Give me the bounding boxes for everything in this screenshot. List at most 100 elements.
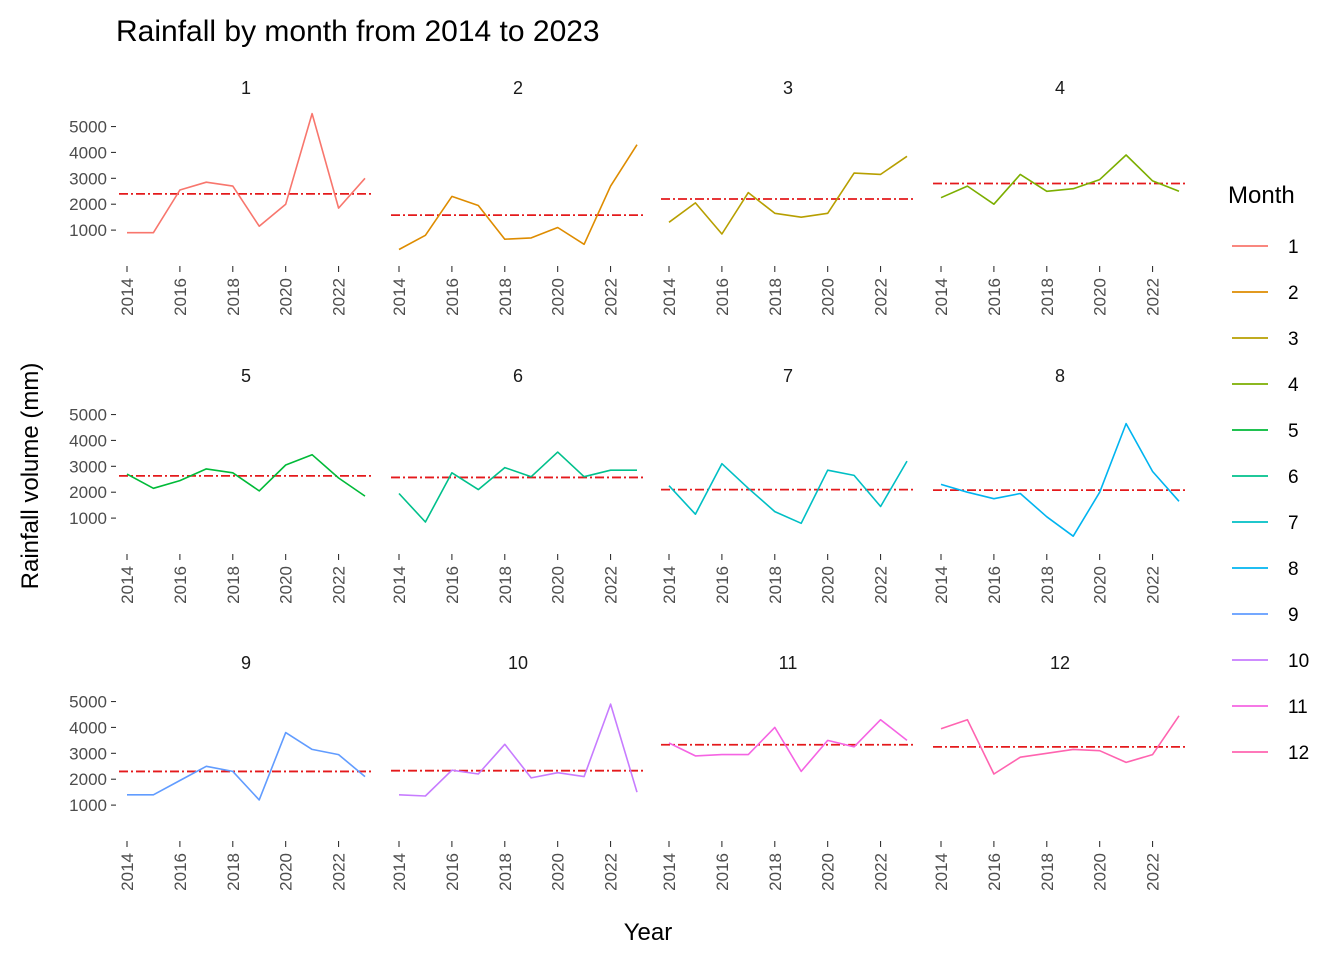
- x-tick-label: 2018: [224, 853, 243, 891]
- panel-month-2: 2 2014 2016 2018 2020 2022: [390, 78, 643, 316]
- legend-title: Month: [1228, 182, 1295, 209]
- legend-item-month-9: 9: [1232, 605, 1299, 626]
- x-tick-label: 2016: [985, 566, 1004, 604]
- legend-label: 6: [1288, 467, 1299, 488]
- strip-label: 6: [513, 366, 523, 386]
- x-tick-label: 2018: [224, 566, 243, 604]
- y-tick-label: 5000: [69, 693, 107, 712]
- x-tick-label: 2014: [660, 853, 679, 891]
- legend-label: 3: [1288, 329, 1299, 350]
- strip-label: 12: [1050, 653, 1070, 673]
- x-tick-label: 2022: [872, 278, 891, 316]
- legend-label: 11: [1288, 697, 1308, 718]
- y-tick-label: 3000: [69, 457, 107, 476]
- x-tick-label: 2020: [1091, 278, 1110, 316]
- x-tick-label: 2016: [171, 278, 190, 316]
- series-line-month-5: [126, 453, 366, 497]
- x-tick-label: 2020: [819, 278, 838, 316]
- legend-label: 2: [1288, 283, 1299, 304]
- x-tick-label: 2014: [932, 566, 951, 604]
- strip-label: 5: [241, 366, 251, 386]
- x-tick-label: 2022: [872, 853, 891, 891]
- x-tick-label: 2020: [1091, 853, 1110, 891]
- legend-item-month-10: 10: [1232, 651, 1309, 672]
- y-tick-label: 4000: [69, 143, 107, 162]
- x-tick-label: 2020: [819, 853, 838, 891]
- x-tick-label: 2018: [766, 853, 785, 891]
- strip-label: 11: [779, 653, 798, 673]
- panel-month-6: 6 2014 2016 2018 2020 2022: [390, 366, 643, 604]
- x-tick-label: 2020: [277, 278, 296, 316]
- x-tick-label: 2016: [171, 853, 190, 891]
- x-tick-label: 2018: [224, 278, 243, 316]
- panel-month-8: 8 2014 2016 2018 2020 2022: [932, 366, 1185, 604]
- x-tick-label: 2022: [602, 853, 621, 891]
- x-tick-label: 2014: [390, 278, 409, 316]
- legend-item-month-12: 12: [1232, 743, 1309, 764]
- x-tick-label: 2022: [1144, 278, 1163, 316]
- strip-label: 1: [241, 78, 251, 98]
- strip-label: 10: [508, 653, 528, 673]
- x-tick-label: 2018: [766, 278, 785, 316]
- panel-month-12: 12 2014 2016 2018 2020 2022: [932, 653, 1185, 891]
- x-tick-label: 2014: [390, 853, 409, 891]
- legend-label: 4: [1288, 375, 1299, 396]
- x-tick-label: 2020: [549, 278, 568, 316]
- x-tick-label: 2022: [602, 278, 621, 316]
- y-tick-label: 4000: [69, 431, 107, 450]
- x-tick-label: 2018: [496, 853, 515, 891]
- y-tick-label: 3000: [69, 744, 107, 763]
- y-tick-label: 3000: [69, 169, 107, 188]
- facet-panels: 1 1000 2000 3000 4000 5000 2014 2016 2018 2020 202…: [69, 78, 1185, 891]
- strip-label: 2: [513, 78, 523, 98]
- x-tick-label: 2014: [660, 566, 679, 604]
- y-tick-label: 5000: [69, 118, 107, 137]
- series-line-month-8: [940, 422, 1180, 538]
- series-line-month-1: [127, 112, 366, 234]
- panel-month-5: 5 1000 2000 3000 4000 5000 2014 2016 2018 2020 202…: [69, 366, 371, 604]
- series-line-month-2: [398, 144, 638, 251]
- chart-title: Rainfall by month from 2014 to 2023: [116, 15, 600, 48]
- x-tick-label: 2014: [118, 278, 137, 316]
- legend-item-month-3: 3: [1232, 329, 1299, 350]
- y-tick-label: 4000: [69, 718, 107, 737]
- x-tick-label: 2016: [713, 853, 732, 891]
- y-tick-label: 2000: [69, 770, 107, 789]
- legend-label: 1: [1288, 237, 1299, 258]
- x-tick-label: 2022: [1144, 566, 1163, 604]
- x-tick-label: 2020: [277, 566, 296, 604]
- x-tick-label: 2014: [932, 853, 951, 891]
- y-tick-label: 1000: [69, 796, 107, 815]
- x-tick-label: 2020: [549, 853, 568, 891]
- panel-month-3: 3 2014 2016 2018 2020 2022: [660, 78, 913, 316]
- panel-month-4: 4 2014 2016 2018 2020 2022: [932, 78, 1185, 316]
- legend-label: 10: [1288, 651, 1309, 672]
- x-tick-label: 2020: [1091, 566, 1110, 604]
- x-tick-label: 2018: [496, 278, 515, 316]
- legend-item-month-1: 1: [1232, 237, 1299, 258]
- series-line-month-3: [668, 155, 908, 235]
- x-tick-label: 2014: [390, 566, 409, 604]
- strip-label: 8: [1055, 366, 1065, 386]
- x-tick-label: 2018: [1038, 566, 1057, 604]
- x-tick-label: 2016: [985, 278, 1004, 316]
- legend-item-month-8: 8: [1232, 559, 1299, 580]
- legend-item-month-5: 5: [1232, 421, 1299, 442]
- x-tick-label: 2022: [602, 566, 621, 604]
- series-line-month-4: [940, 154, 1180, 205]
- x-tick-label: 2014: [932, 278, 951, 316]
- panel-month-11: 11 2014 2016 2018 2020 2022: [660, 653, 913, 891]
- x-tick-label: 2022: [1144, 853, 1163, 891]
- x-tick-label: 2016: [443, 278, 462, 316]
- strip-label: 3: [783, 78, 793, 98]
- x-tick-label: 2022: [330, 853, 349, 891]
- x-tick-label: 2018: [1038, 853, 1057, 891]
- x-tick-label: 2020: [819, 566, 838, 604]
- y-axis-title: Rainfall volume (mm): [17, 363, 44, 590]
- panel-month-7: 7 2014 2016 2018 2020 2022: [660, 366, 913, 604]
- y-tick-label: 1000: [69, 221, 107, 240]
- legend-item-month-11: 11: [1232, 697, 1308, 718]
- x-tick-label: 2016: [443, 853, 462, 891]
